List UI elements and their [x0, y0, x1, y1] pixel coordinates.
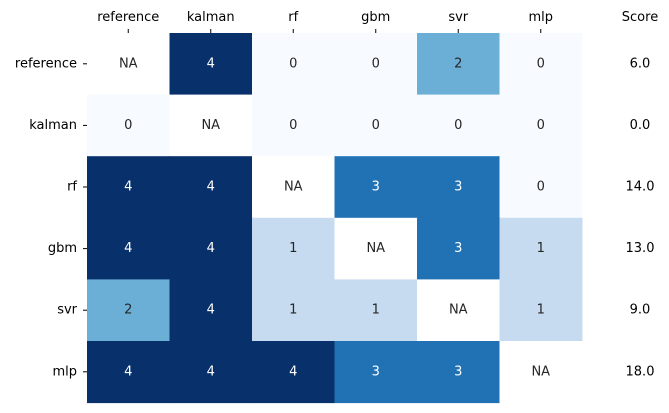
score-value: 13.0: [626, 241, 655, 256]
heatmap-cell-gbm-gbm: [334, 217, 418, 280]
heatmap-cell-kalman-mlp: [499, 94, 583, 157]
cell-value-label: 0: [372, 56, 380, 71]
score-value: 0.0: [630, 118, 651, 133]
cell-value-label: 2: [454, 56, 462, 71]
score-value: 9.0: [630, 303, 651, 318]
cell-value-label: 0: [537, 180, 545, 195]
heatmap-cell-kalman-rf: [252, 94, 335, 157]
heatmap-cell-kalman-reference: [87, 94, 170, 157]
heatmap-cell-rf-rf: [252, 156, 335, 219]
heatmap-cell-gbm-rf: [252, 217, 335, 280]
heatmap-cell-svr-svr: [417, 279, 500, 342]
heatmap-cell-gbm-mlp: [499, 217, 583, 280]
cell-value-label: NA: [531, 364, 550, 379]
column-tick-label: rf: [288, 10, 298, 25]
column-tick-label: svr: [448, 10, 468, 25]
cell-value-label: 0: [537, 56, 545, 71]
cell-value-label: 1: [537, 241, 545, 256]
heatmap-cell-reference-rf: [252, 33, 335, 96]
cell-value-label: 0: [537, 118, 545, 133]
column-tick-labels: reference kalman rf gbm svr mlp: [97, 10, 553, 33]
heatmap-cell-reference-gbm: [334, 33, 418, 96]
heatmap-cell-reference-reference: [87, 33, 170, 96]
heatmap-cell-gbm-reference: [87, 217, 170, 280]
column-tick-label: gbm: [361, 10, 390, 25]
cell-value-label: 4: [207, 364, 215, 379]
cell-value-label: 4: [207, 241, 215, 256]
row-tick-label: kalman: [29, 118, 77, 133]
heatmap-cell-mlp-svr: [417, 341, 500, 404]
heatmap-cell-svr-reference: [87, 279, 170, 342]
cell-value-label: 4: [124, 241, 132, 256]
cell-value-label: NA: [119, 56, 138, 71]
cell-value-label: 0: [289, 56, 297, 71]
heatmap-cell-reference-kalman: [169, 33, 253, 96]
cell-value-label: NA: [449, 303, 468, 318]
cell-value-label: 0: [372, 118, 380, 133]
cell-value-label: 4: [124, 364, 132, 379]
cell-value-label: 4: [207, 56, 215, 71]
heatmap-cell-mlp-rf: [252, 341, 335, 404]
column-tick-label: kalman: [187, 10, 235, 25]
cell-value-label: 4: [207, 303, 215, 318]
heatmap-cell-rf-mlp: [499, 156, 583, 219]
score-value: 18.0: [626, 364, 655, 379]
heatmap-cell-rf-svr: [417, 156, 500, 219]
row-tick-label: gbm: [48, 241, 77, 256]
heatmap-cell-reference-svr: [417, 33, 500, 96]
cell-value-label: 1: [289, 241, 297, 256]
cell-value-label: 1: [372, 303, 380, 318]
cell-value-label: 3: [454, 364, 462, 379]
heatmap-cell-kalman-svr: [417, 94, 500, 157]
column-tick-label: mlp: [528, 10, 553, 25]
row-tick-label: mlp: [52, 364, 77, 379]
heatmap-cell-gbm-svr: [417, 217, 500, 280]
heatmap-cell-mlp-mlp: [499, 341, 583, 404]
heatmap-cell-svr-kalman: [169, 279, 253, 342]
row-tick-label: svr: [57, 303, 77, 318]
cell-value-label: 4: [124, 180, 132, 195]
heatmap-cells: [87, 33, 583, 404]
cell-value-label: 3: [454, 241, 462, 256]
cell-value-label: NA: [201, 118, 220, 133]
score-column: Score 6.0 0.0 14.0 13.0 9.0 18.0: [622, 10, 658, 379]
heatmap-cell-rf-kalman: [169, 156, 253, 219]
column-tick-label: reference: [97, 10, 159, 25]
cell-value-label: 4: [289, 364, 297, 379]
cell-value-label: NA: [366, 241, 385, 256]
row-tick-label: reference: [15, 56, 77, 71]
heatmap-cell-svr-gbm: [334, 279, 418, 342]
cell-value-label: 4: [207, 180, 215, 195]
heatmap-cell-mlp-reference: [87, 341, 170, 404]
cell-value-label: 2: [124, 303, 132, 318]
cell-value-labels: NA 4 0 0 2 0 0 NA 0 0 0 0 4 4 NA 3 3 0 4 4 1 NA 3 1 2 4 1 1 NA 1 4 4 4 3 3…: [119, 56, 550, 379]
score-header: Score: [622, 10, 658, 25]
score-value: 6.0: [630, 56, 651, 71]
heatmap-cell-kalman-gbm: [334, 94, 418, 157]
cell-value-label: 0: [454, 118, 462, 133]
score-value: 14.0: [626, 180, 655, 195]
cell-value-label: 0: [289, 118, 297, 133]
cell-value-label: 3: [372, 180, 380, 195]
cell-value-label: 1: [289, 303, 297, 318]
heatmap-cell-kalman-kalman: [169, 94, 253, 157]
cell-value-label: 1: [537, 303, 545, 318]
heatmap-cell-mlp-kalman: [169, 341, 253, 404]
cell-value-label: 0: [124, 118, 132, 133]
row-tick-labels: reference kalman rf gbm svr mlp: [15, 56, 87, 379]
heatmap-cell-svr-mlp: [499, 279, 583, 342]
cell-value-label: NA: [284, 180, 303, 195]
heatmap-cell-rf-gbm: [334, 156, 418, 219]
heatmap-cell-svr-rf: [252, 279, 335, 342]
heatmap-cell-gbm-kalman: [169, 217, 253, 280]
row-tick-label: rf: [67, 180, 77, 195]
cell-value-label: 3: [372, 364, 380, 379]
heatmap-cell-rf-reference: [87, 156, 170, 219]
cell-value-label: 3: [454, 180, 462, 195]
heatmap-cell-mlp-gbm: [334, 341, 418, 404]
heatmap-cell-reference-mlp: [499, 33, 583, 96]
